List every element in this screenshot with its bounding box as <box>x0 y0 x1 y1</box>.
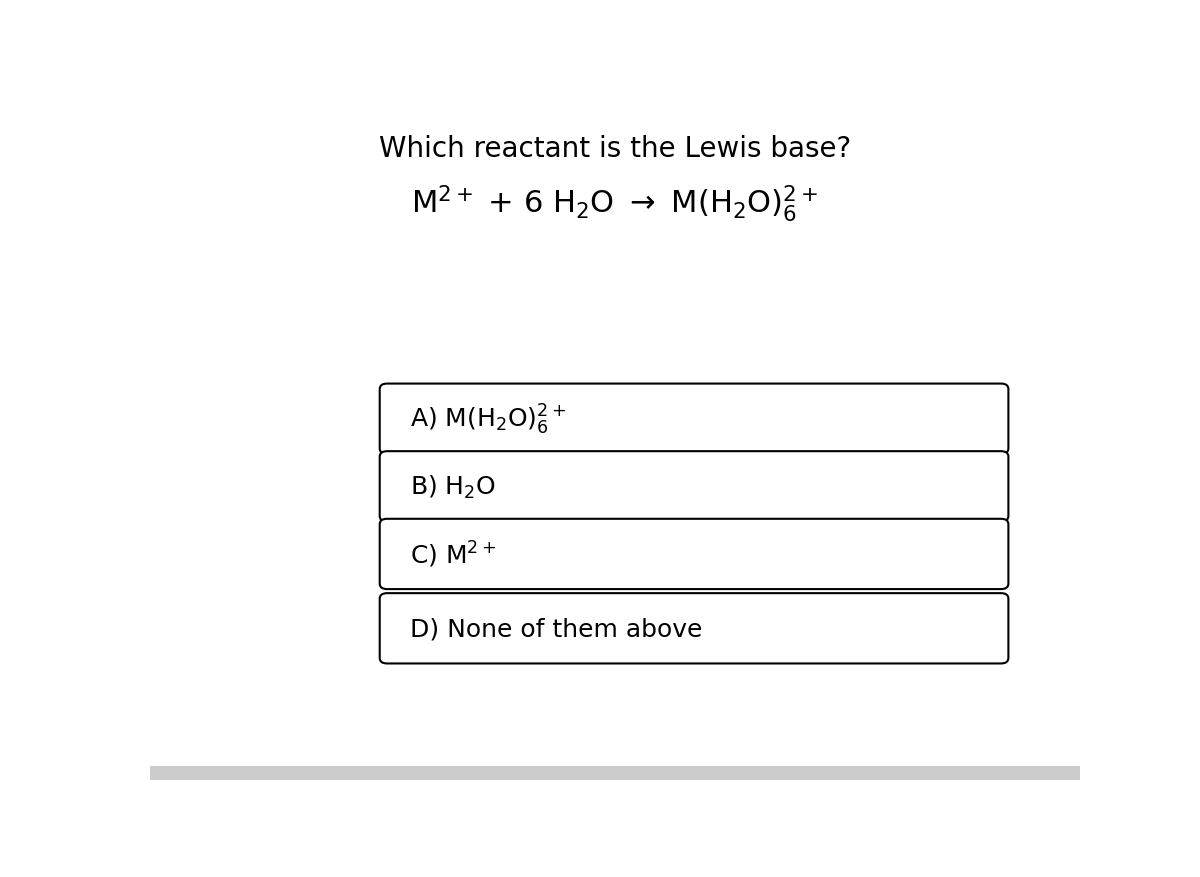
FancyBboxPatch shape <box>379 594 1008 664</box>
Text: C) M$^{2+}$: C) M$^{2+}$ <box>410 539 497 569</box>
Text: Which reactant is the Lewis base?: Which reactant is the Lewis base? <box>379 135 851 163</box>
Text: B) H$_2$O: B) H$_2$O <box>410 474 497 501</box>
Text: A) M(H$_2$O)$_6^{2+}$: A) M(H$_2$O)$_6^{2+}$ <box>410 403 566 437</box>
FancyBboxPatch shape <box>379 519 1008 589</box>
FancyBboxPatch shape <box>379 452 1008 522</box>
Text: M$^{2+}$ + 6 H$_2$O $\rightarrow$ M(H$_2$O)$_6^{2+}$: M$^{2+}$ + 6 H$_2$O $\rightarrow$ M(H$_2… <box>412 182 818 224</box>
FancyBboxPatch shape <box>150 766 1080 781</box>
FancyBboxPatch shape <box>379 384 1008 454</box>
Text: D) None of them above: D) None of them above <box>410 617 703 640</box>
